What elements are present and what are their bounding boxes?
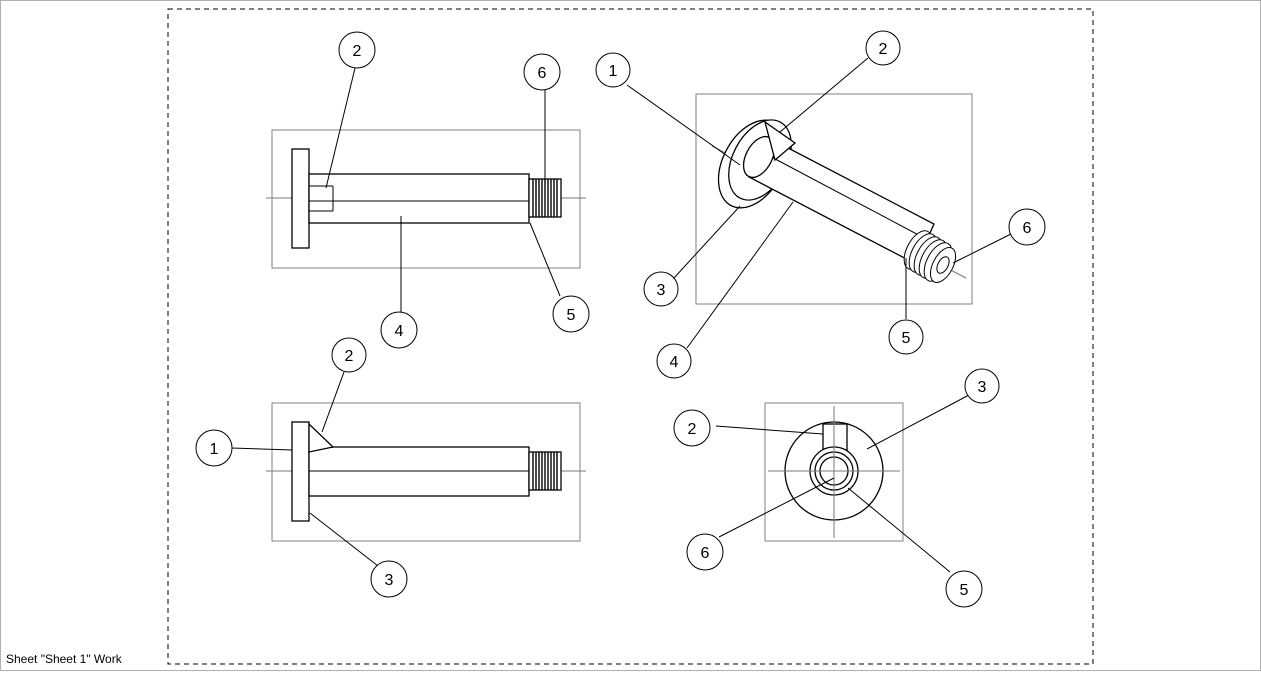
bottom-view[interactable]: 2 1 3 — [195, 337, 586, 598]
balloon-number: 3 — [657, 282, 666, 299]
view-frame — [271, 402, 581, 542]
view-frame — [271, 129, 581, 269]
balloon[interactable]: 6 — [1008, 208, 1046, 246]
leader-line — [325, 67, 356, 189]
leader-line — [321, 371, 345, 433]
balloon[interactable]: 5 — [552, 295, 590, 333]
status-bar-label: Sheet "Sheet 1" Work — [6, 652, 122, 666]
front-view[interactable]: 2 6 4 5 — [266, 31, 590, 349]
leader-line — [686, 201, 794, 349]
sheet-boundary — [167, 8, 1094, 665]
balloon-number: 4 — [670, 354, 679, 371]
bolt-head — [291, 421, 310, 522]
balloon[interactable]: 1 — [195, 429, 233, 467]
thread-pattern — [532, 179, 558, 217]
neck-fin — [822, 423, 848, 451]
balloon[interactable]: 5 — [888, 319, 924, 355]
balloon-number: 1 — [609, 63, 618, 80]
balloon-number: 6 — [701, 545, 710, 562]
neck-fin — [308, 422, 335, 453]
thread-pattern — [903, 230, 957, 283]
balloon[interactable]: 6 — [686, 533, 724, 571]
balloon-number: 4 — [395, 323, 404, 340]
leader-line — [309, 512, 379, 567]
leader-line — [230, 447, 293, 451]
balloon[interactable]: 4 — [380, 311, 418, 349]
leader-line — [626, 84, 741, 166]
balloon[interactable]: 6 — [523, 53, 561, 91]
balloon-number: 5 — [567, 307, 576, 324]
leader-line — [952, 233, 1012, 264]
balloon[interactable]: 3 — [964, 368, 1000, 404]
bolt-head — [291, 148, 310, 249]
balloon[interactable]: 1 — [595, 52, 631, 88]
balloon[interactable]: 2 — [338, 31, 376, 69]
balloon-number: 1 — [210, 441, 219, 458]
balloon[interactable]: 2 — [331, 337, 367, 373]
end-view[interactable]: 2 3 6 5 — [673, 368, 1000, 608]
balloon-number: 2 — [345, 348, 354, 365]
view-frame — [695, 93, 973, 305]
leader-line — [847, 487, 951, 573]
bolt-shank — [308, 173, 530, 224]
balloon-number: 2 — [879, 41, 888, 58]
isometric-view[interactable]: 1 2 3 4 5 6 — [595, 30, 1046, 379]
leader-line — [779, 57, 869, 133]
balloon[interactable]: 2 — [865, 30, 901, 66]
leader-line — [866, 394, 970, 450]
neck-fin — [763, 120, 797, 162]
thread-pattern — [532, 452, 558, 490]
leader-line — [529, 222, 561, 297]
balloon-number: 3 — [385, 572, 394, 589]
leader-line — [715, 425, 824, 435]
balloon-number: 2 — [688, 421, 697, 438]
balloon-number: 3 — [978, 379, 987, 396]
leader-line — [718, 477, 835, 538]
balloon[interactable]: 3 — [370, 560, 408, 598]
view-frame — [764, 402, 904, 542]
shank-edge-line — [761, 151, 929, 241]
balloon-number: 5 — [902, 330, 911, 347]
balloon-number: 5 — [960, 582, 969, 599]
balloon-number: 6 — [538, 65, 547, 82]
balloon[interactable]: 2 — [673, 409, 711, 447]
balloon[interactable]: 3 — [643, 271, 679, 307]
balloon[interactable]: 5 — [945, 570, 983, 608]
balloon-number: 2 — [353, 43, 362, 60]
balloon-number: 6 — [1023, 220, 1032, 237]
balloon[interactable]: 4 — [656, 343, 692, 379]
leader-line — [673, 205, 741, 279]
